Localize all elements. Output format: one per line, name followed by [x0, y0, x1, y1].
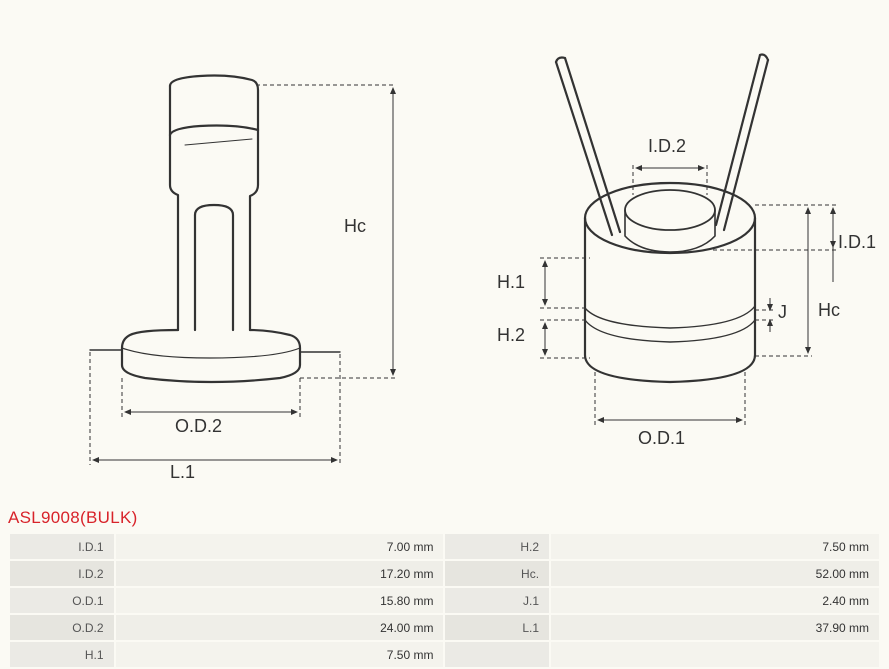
spec-val: 7.50 mm [116, 642, 444, 667]
table-row: H.1 7.50 mm [10, 642, 879, 667]
spec-key: H.2 [445, 534, 549, 559]
spec-key: L.1 [445, 615, 549, 640]
technical-drawing [0, 0, 889, 490]
label-id2: I.D.2 [648, 136, 686, 157]
spec-key: I.D.2 [10, 561, 114, 586]
table-row: I.D.1 7.00 mm H.2 7.50 mm [10, 534, 879, 559]
spec-val: 37.90 mm [551, 615, 879, 640]
right-component [556, 55, 768, 382]
spec-val: 24.00 mm [116, 615, 444, 640]
spec-val: 15.80 mm [116, 588, 444, 613]
spec-key: I.D.1 [10, 534, 114, 559]
spec-val: 17.20 mm [116, 561, 444, 586]
spec-val: 7.50 mm [551, 534, 879, 559]
spec-table: I.D.1 7.00 mm H.2 7.50 mm I.D.2 17.20 mm… [8, 532, 881, 669]
spec-key: H.1 [10, 642, 114, 667]
table-row: O.D.2 24.00 mm L.1 37.90 mm [10, 615, 879, 640]
diagram-area: Hc O.D.2 L.1 I.D.2 I.D.1 H.1 H.2 J Hc O.… [0, 0, 889, 490]
label-h2: H.2 [497, 325, 525, 346]
spec-val: 52.00 mm [551, 561, 879, 586]
spec-key: O.D.1 [10, 588, 114, 613]
label-l1: L.1 [170, 462, 195, 483]
spec-key: O.D.2 [10, 615, 114, 640]
table-row: O.D.1 15.80 mm J.1 2.40 mm [10, 588, 879, 613]
spec-val: 2.40 mm [551, 588, 879, 613]
spec-key [445, 642, 549, 667]
table-row: I.D.2 17.20 mm Hc. 52.00 mm [10, 561, 879, 586]
spec-val [551, 642, 879, 667]
label-hc-right: Hc [818, 300, 840, 321]
left-component [90, 76, 340, 383]
spec-key: J.1 [445, 588, 549, 613]
label-od2: O.D.2 [175, 416, 222, 437]
label-od1: O.D.1 [638, 428, 685, 449]
spec-key: Hc. [445, 561, 549, 586]
label-hc-left: Hc [344, 216, 366, 237]
spec-val: 7.00 mm [116, 534, 444, 559]
label-j: J [778, 302, 787, 323]
label-h1: H.1 [497, 272, 525, 293]
product-code: ASL9008(BULK) [8, 508, 138, 528]
label-id1: I.D.1 [838, 232, 876, 253]
